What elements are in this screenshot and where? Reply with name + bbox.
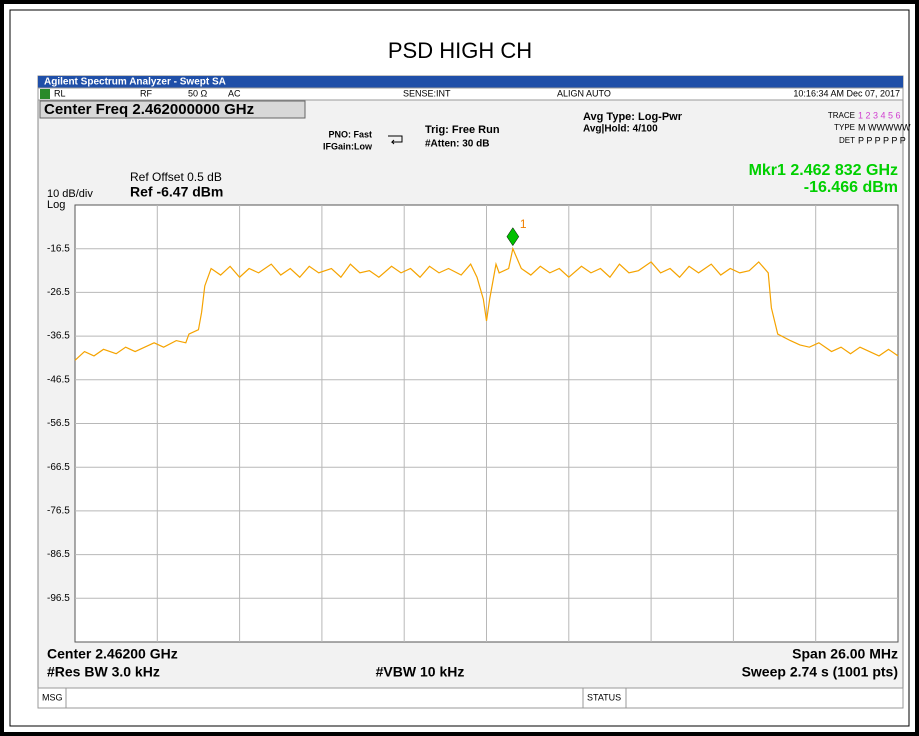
status-label: STATUS [587,692,621,702]
avg-type: Avg Type: Log-Pwr [583,111,683,123]
ref-offset: Ref Offset 0.5 dB [130,170,222,184]
trig-icon [388,135,403,145]
y-tick-label: -56.5 [47,418,70,429]
center-freq-box [39,100,306,119]
trace [74,246,899,361]
window-title: Agilent Spectrum Analyzer - Swept SA [44,77,226,88]
status: RF [140,88,152,98]
title-bar [38,76,903,88]
avg-hold: Avg|Hold: 4/100 [583,124,658,135]
y-tick-label: -26.5 [47,287,70,298]
inner-frame [9,9,910,727]
y-tick-label: -76.5 [47,506,70,517]
status: 50 Ω [188,88,208,98]
y-tick-label: -66.5 [47,462,70,473]
ref-level: Ref -6.47 dBm [130,184,223,200]
trace-label: TRACE [828,111,855,120]
det-val: P P P P P P [858,135,906,145]
msg: MSG [42,692,63,702]
message-bar [37,687,904,709]
marker-freq: Mkr1 2.462 832 GHz [749,162,898,179]
status: 10:16:34 AM Dec 07, 2017 [793,88,900,98]
ifgain: IFGain:Low [323,141,373,151]
vbw: #VBW 10 kHz [376,664,465,680]
scale: 10 dB/div [47,188,93,200]
y-tick-label: -46.5 [47,374,70,385]
y-tick-label: -16.5 [47,243,70,254]
scale-type: Log [47,199,65,211]
sweep: Sweep 2.74 s (1001 pts) [742,664,898,680]
span: Span 26.00 MHz [792,646,898,662]
chart-title: PSD HIGH CH [388,38,532,63]
marker [506,227,520,247]
y-tick-label: -86.5 [47,549,70,560]
icon [40,89,50,99]
status-row [37,87,904,101]
status: SENSE:INT [403,88,451,98]
det-label: DET [839,136,855,145]
status: ALIGN AUTO [557,88,611,98]
y-tick-label: -96.5 [47,593,70,604]
marker-label: 1 [520,217,527,231]
center-freq: Center Freq 2.462000000 GHz [44,101,254,118]
atten: #Atten: 30 dB [425,139,489,150]
rbw: #Res BW 3.0 kHz [47,664,160,680]
marker-amp: -16.466 dBm [804,179,898,196]
type-val: M WWWWW [858,122,911,132]
y-tick-label: -36.5 [47,331,70,342]
pno: PNO: Fast [328,129,372,139]
trig: Trig: Free Run [425,124,500,136]
status: AC [228,88,241,98]
status: RL [54,88,66,98]
trace-nums: 1 2 3 4 5 6 [858,110,901,120]
center: Center 2.46200 GHz [47,646,178,662]
type-label: TYPE [834,123,855,132]
